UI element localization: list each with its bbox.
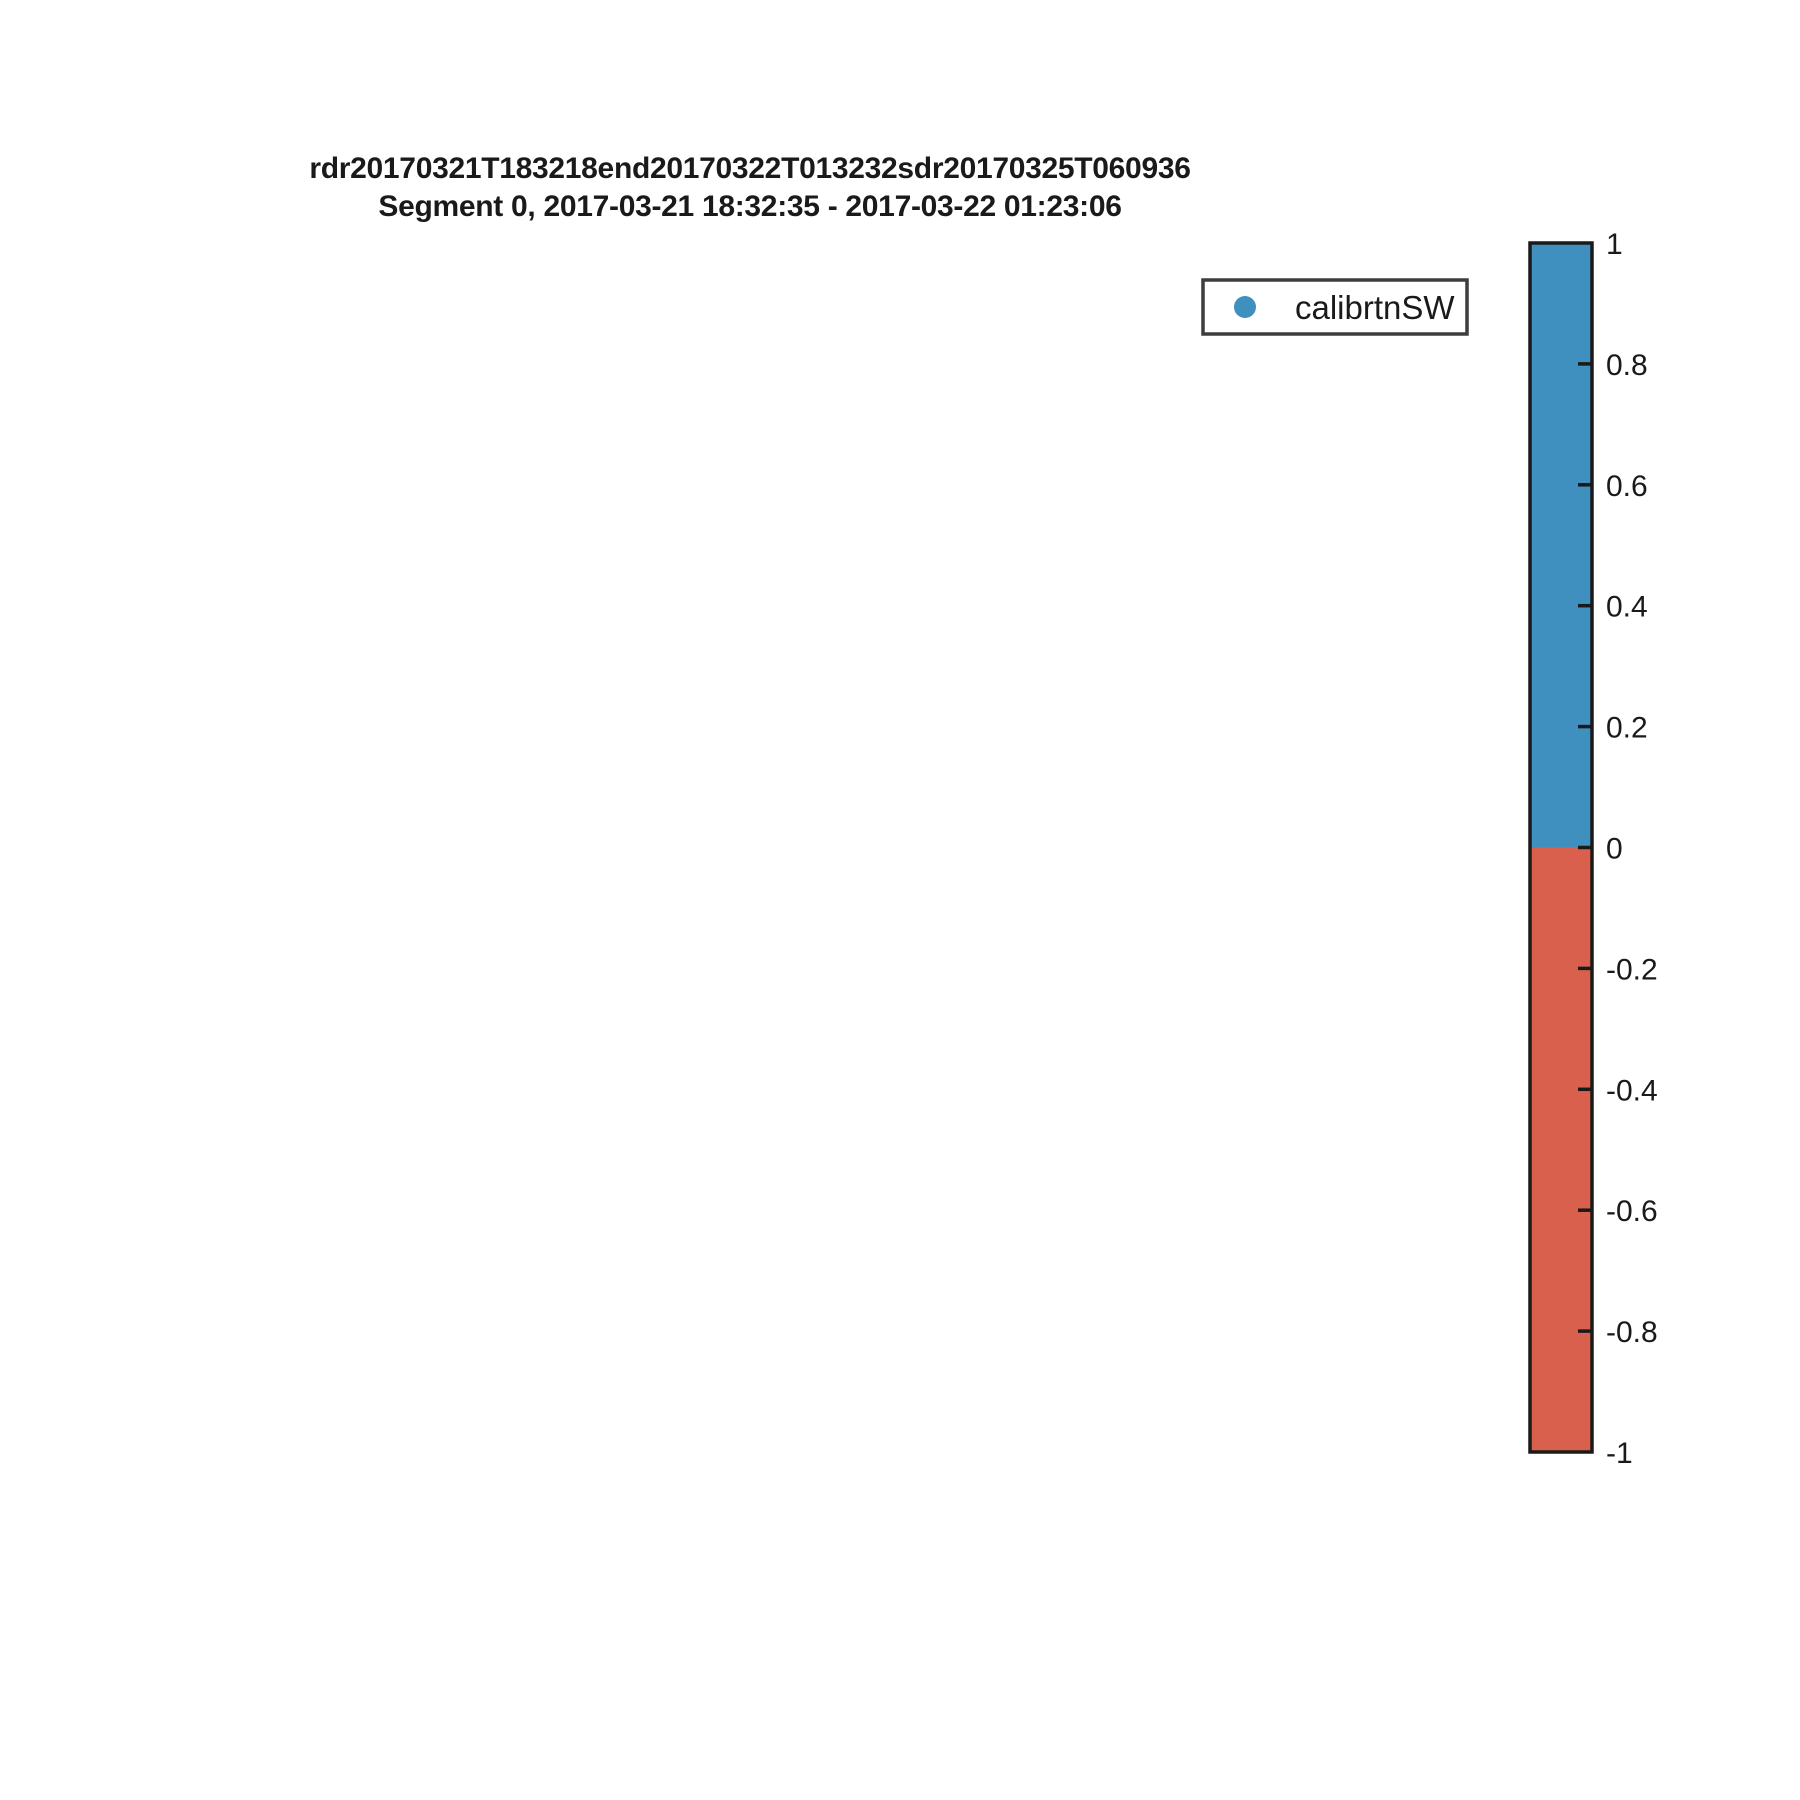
legend-marker-icon bbox=[1234, 296, 1256, 318]
colorbar-tick-label-6: -0.2 bbox=[1606, 953, 1658, 986]
colorbar-segment-1 bbox=[1530, 847, 1592, 1452]
colorbar-tick-label-4: 0.2 bbox=[1606, 712, 1648, 745]
colorbar-tick-label-0: 1 bbox=[1606, 228, 1623, 261]
colorbar-tick-label-8: -0.6 bbox=[1606, 1195, 1658, 1228]
legend[interactable]: calibrtnSW bbox=[1201, 278, 1469, 336]
title-line-1: rdr20170321T183218end20170322T013232sdr2… bbox=[309, 152, 1191, 185]
colorbar-tick-label-5: 0 bbox=[1606, 833, 1623, 866]
legend-label-0: calibrtnSW bbox=[1295, 289, 1455, 326]
colorbar-tick-label-7: -0.4 bbox=[1606, 1074, 1658, 1107]
colorbar-tick-label-10: -1 bbox=[1606, 1437, 1633, 1470]
figure-title: rdr20170321T183218end20170322T013232sdr2… bbox=[0, 150, 1500, 226]
title-line-2: Segment 0, 2017-03-21 18:32:35 - 2017-03… bbox=[378, 190, 1122, 223]
colorbar-tick-label-2: 0.6 bbox=[1606, 470, 1648, 503]
colorbar-segment-0 bbox=[1530, 243, 1592, 848]
colorbar-tick-label-3: 0.4 bbox=[1606, 591, 1648, 624]
colorbar-tick-label-1: 0.8 bbox=[1606, 349, 1648, 382]
colorbar: 1 0.8 0.6 0.4 0.2 0 -0.2 -0.4 -0.6 -0.8 -1 bbox=[1528, 228, 1658, 1470]
colorbar-tick-label-9: -0.8 bbox=[1606, 1316, 1658, 1349]
